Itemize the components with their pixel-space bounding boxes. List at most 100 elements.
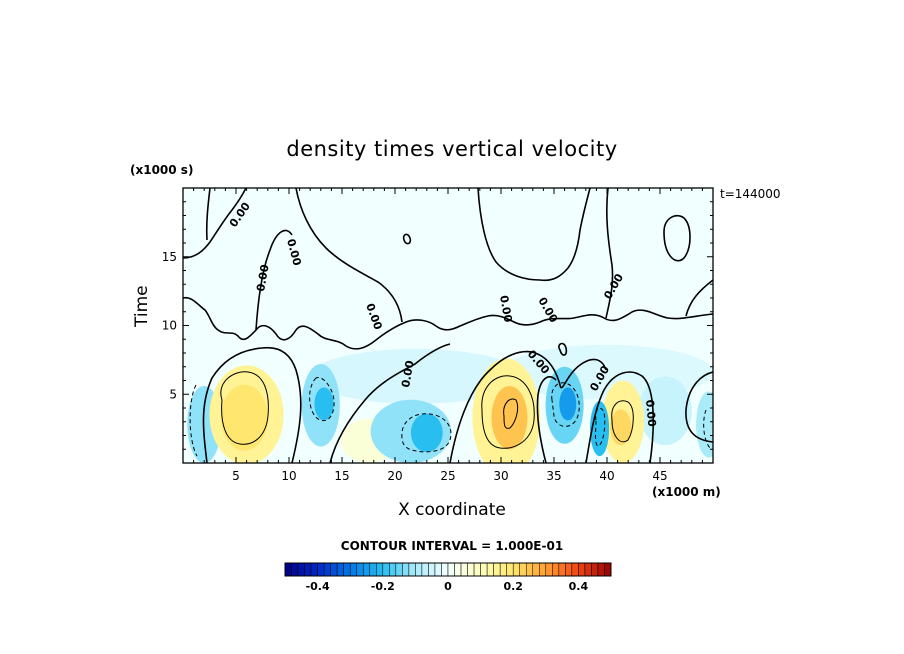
x-tick-label: 5 xyxy=(232,469,240,483)
x-tick-label: 35 xyxy=(546,469,561,483)
x-tick-label: 45 xyxy=(652,469,667,483)
negative-contour-line xyxy=(309,377,335,422)
x-tick-label: 20 xyxy=(387,469,402,483)
zero-contour-line xyxy=(205,188,211,241)
heatmap-cell xyxy=(410,413,443,452)
colorbar-swatch xyxy=(454,562,462,577)
heatmap-cell xyxy=(491,386,528,450)
time-stamp-label: t=144000 xyxy=(720,187,781,201)
zero-contour-line xyxy=(255,229,293,331)
colorbar-tick-label: 0.4 xyxy=(569,580,589,593)
zero-contour-line xyxy=(183,188,247,259)
zero-contour-line xyxy=(663,214,691,262)
colorbar-swatch xyxy=(356,562,364,577)
colorbar-swatch xyxy=(291,562,299,577)
colorbar-tick-label: -0.2 xyxy=(371,580,395,593)
heatmap-cell xyxy=(314,387,334,421)
colorbar-swatch xyxy=(584,562,592,577)
heatmap-cell xyxy=(638,376,692,446)
colorbar-swatch xyxy=(369,562,377,577)
colorbar-swatch xyxy=(604,562,612,577)
colorbar-swatch xyxy=(519,562,527,577)
colorbar-swatch xyxy=(395,562,403,577)
x-tick-label: 30 xyxy=(493,469,508,483)
colorbar-swatch xyxy=(512,562,520,577)
colorbar-swatch xyxy=(460,562,468,577)
colorbar-swatch xyxy=(506,562,514,577)
x-tick-label: 25 xyxy=(440,469,455,483)
zero-contour-line xyxy=(477,188,591,282)
positive-contour-line xyxy=(220,371,269,445)
colorbar-swatch xyxy=(480,562,488,577)
colorbar-swatch xyxy=(284,562,292,577)
colorbar-swatch xyxy=(447,562,455,577)
colorbar-swatch xyxy=(297,562,305,577)
zero-contour-line xyxy=(685,279,713,317)
colorbar-swatch xyxy=(493,562,501,577)
colorbar-swatch xyxy=(525,562,534,577)
colorbar-swatch xyxy=(402,562,410,577)
colorbar-swatch xyxy=(571,562,579,577)
heatmap-cell xyxy=(559,387,577,421)
contour-label: 0.00 xyxy=(254,263,272,292)
x-tick-label: 40 xyxy=(599,469,614,483)
x-axis-unit: (x1000 m) xyxy=(652,485,721,499)
colorbar-swatch xyxy=(310,562,318,577)
colorbar-swatch xyxy=(304,562,312,577)
colorbar-tick-label: 0 xyxy=(444,580,452,593)
positive-contour-line xyxy=(611,400,634,443)
colorbar-swatch xyxy=(343,562,351,577)
zero-contour-line xyxy=(558,342,568,356)
colorbar-swatch xyxy=(382,562,390,577)
colorbar-swatch xyxy=(486,562,494,577)
colorbar-tick-label: -0.4 xyxy=(306,580,330,593)
colorbar-swatch xyxy=(415,562,423,577)
colorbar-swatch xyxy=(336,562,344,577)
y-tick-label: 15 xyxy=(162,250,177,264)
zero-contour-line xyxy=(585,371,655,463)
colorbar-swatch xyxy=(499,562,507,577)
x-tick-label: 10 xyxy=(281,469,296,483)
colorbar-swatch xyxy=(539,562,547,577)
zero-contour-line xyxy=(449,350,607,463)
negative-contour-line xyxy=(595,407,606,447)
colorbar-swatch xyxy=(434,562,442,577)
contour-label: 0.00 xyxy=(497,294,515,323)
zero-contour-line xyxy=(329,343,451,463)
zero-contour-line xyxy=(402,233,412,245)
colorbar-swatch xyxy=(389,562,397,577)
chart-title: density times vertical velocity xyxy=(286,137,618,161)
zero-contour-line xyxy=(685,371,713,443)
colorbar-swatch xyxy=(330,562,338,577)
colorbar-swatch xyxy=(376,562,384,577)
contour-label: 0.00 xyxy=(399,359,417,388)
zero-contour-line xyxy=(183,296,713,350)
negative-contour-line xyxy=(703,409,711,449)
colorbar-swatch xyxy=(349,562,357,577)
colorbar-tick-label: 0.2 xyxy=(503,580,523,593)
heatmap-cell xyxy=(696,391,713,458)
colorbar-swatch xyxy=(441,562,449,577)
contour-interval-label: CONTOUR INTERVAL = 1.000E-01 xyxy=(340,539,564,553)
colorbar-swatch xyxy=(565,562,573,577)
zero-contour-line xyxy=(605,188,614,319)
colorbar-swatch xyxy=(362,562,371,577)
y-axis-unit: (x1000 s) xyxy=(130,163,194,177)
colorbar-swatch xyxy=(473,562,481,577)
y-tick-label: 10 xyxy=(162,319,177,333)
colorbar-swatch xyxy=(545,562,553,577)
zero-contour-line xyxy=(536,376,557,463)
heatmap-cell xyxy=(310,348,523,404)
x-axis-title: X coordinate xyxy=(398,500,506,520)
colorbar-swatch xyxy=(597,562,605,577)
x-tick-label: 15 xyxy=(334,469,349,483)
colorbar-frame xyxy=(284,562,612,577)
colorbar-swatch xyxy=(408,562,416,577)
positive-contour-line xyxy=(481,375,535,449)
colorbar-swatch xyxy=(317,562,325,577)
colorbar-swatch xyxy=(558,562,566,577)
colorbar-swatch xyxy=(591,562,599,577)
colorbar-swatch xyxy=(428,562,436,577)
negative-contour-line xyxy=(401,413,452,453)
